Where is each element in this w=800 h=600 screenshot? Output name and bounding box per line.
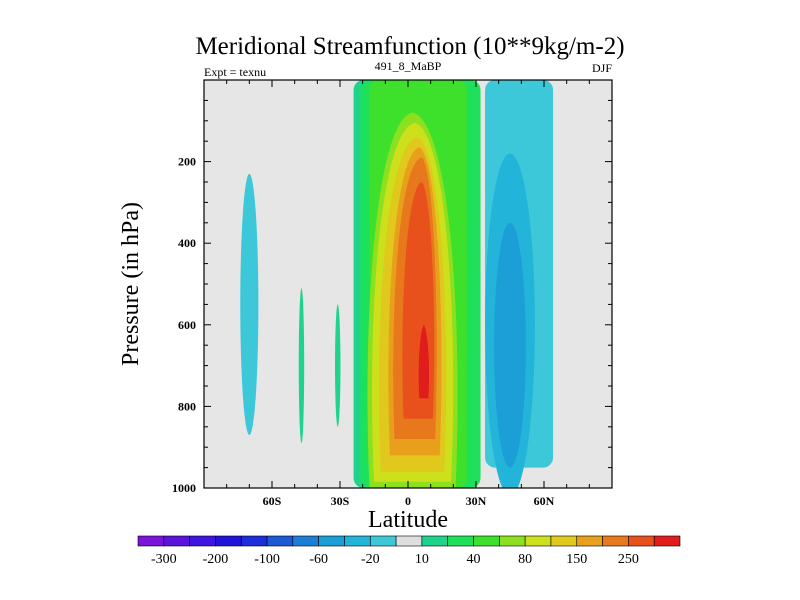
colorbar-tick-label: -60 [309,552,328,567]
colorbar-box [524,535,552,547]
colorbar-box [137,535,165,547]
colorbar-box [602,535,629,547]
colorbar-labels: -300 -200 -100 -60 -20 10 40 80 150 250 [151,552,639,567]
colorbar-tick-label: -20 [361,552,380,567]
y-tick-label: 1000 [172,481,196,495]
run-label: 491_8_MaBP [375,59,442,73]
contour-level-10-sh-a [298,288,305,444]
colorbar-box [473,535,500,547]
contour-field [240,80,554,488]
colorbar-box [292,535,319,547]
season-label: DJF [592,61,612,75]
colorbar-box [163,535,190,547]
x-axis-title: Latitude [368,507,448,533]
x-tick-label: 0 [405,494,411,508]
colorbar-tick-label: 250 [618,552,639,567]
experiment-label: Expt = texnu [204,65,266,79]
colorbar-tick-label: -200 [203,552,229,567]
y-tick-label: 400 [178,236,196,250]
colorbar-box [266,535,294,547]
colorbar-box [499,535,526,547]
y-axis: 200 400 600 800 1000 [172,99,612,495]
colorbar-tick-label: -100 [254,552,280,567]
contour-level-10-sh-b [335,304,341,427]
chart-title: Meridional Streamfunction (10**9kg/m-2) [195,33,624,60]
y-axis-title: Pressure (in hPa) [118,202,144,366]
colorbar-box [395,535,423,547]
contour-level-neg40 [494,222,526,468]
x-tick-label: 30S [331,494,350,508]
colorbar-box [421,535,449,547]
colorbar-box [447,535,474,547]
x-tick-label: 60S [263,494,282,508]
colorbar-box [215,535,242,547]
y-tick-label: 600 [178,318,196,332]
colorbar-tick-label: 150 [566,552,587,567]
colorbar-tick-label: 80 [518,552,532,567]
colorbar-tick-label: 10 [415,552,429,567]
colorbar-box [369,535,397,547]
y-tick-label: 800 [178,399,196,413]
contour-level-max [418,324,430,399]
colorbar-box [344,535,371,547]
colorbar-tick-label: 40 [467,552,481,567]
colorbar-box [628,535,655,547]
colorbar-box [318,535,345,547]
x-tick-label: 60N [534,494,555,508]
colorbar-box [576,535,603,547]
colorbar-box [550,535,578,547]
x-axis: 60S 30S 0 30N 60N [226,80,590,508]
colorbar [137,535,681,547]
contour-level-neg20-sh [240,173,259,435]
colorbar-box [653,535,681,547]
colorbar-box [240,535,268,547]
colorbar-tick-label: -300 [151,552,177,567]
x-tick-label: 30N [466,494,487,508]
y-tick-label: 200 [178,155,196,169]
colorbar-box [189,535,216,547]
